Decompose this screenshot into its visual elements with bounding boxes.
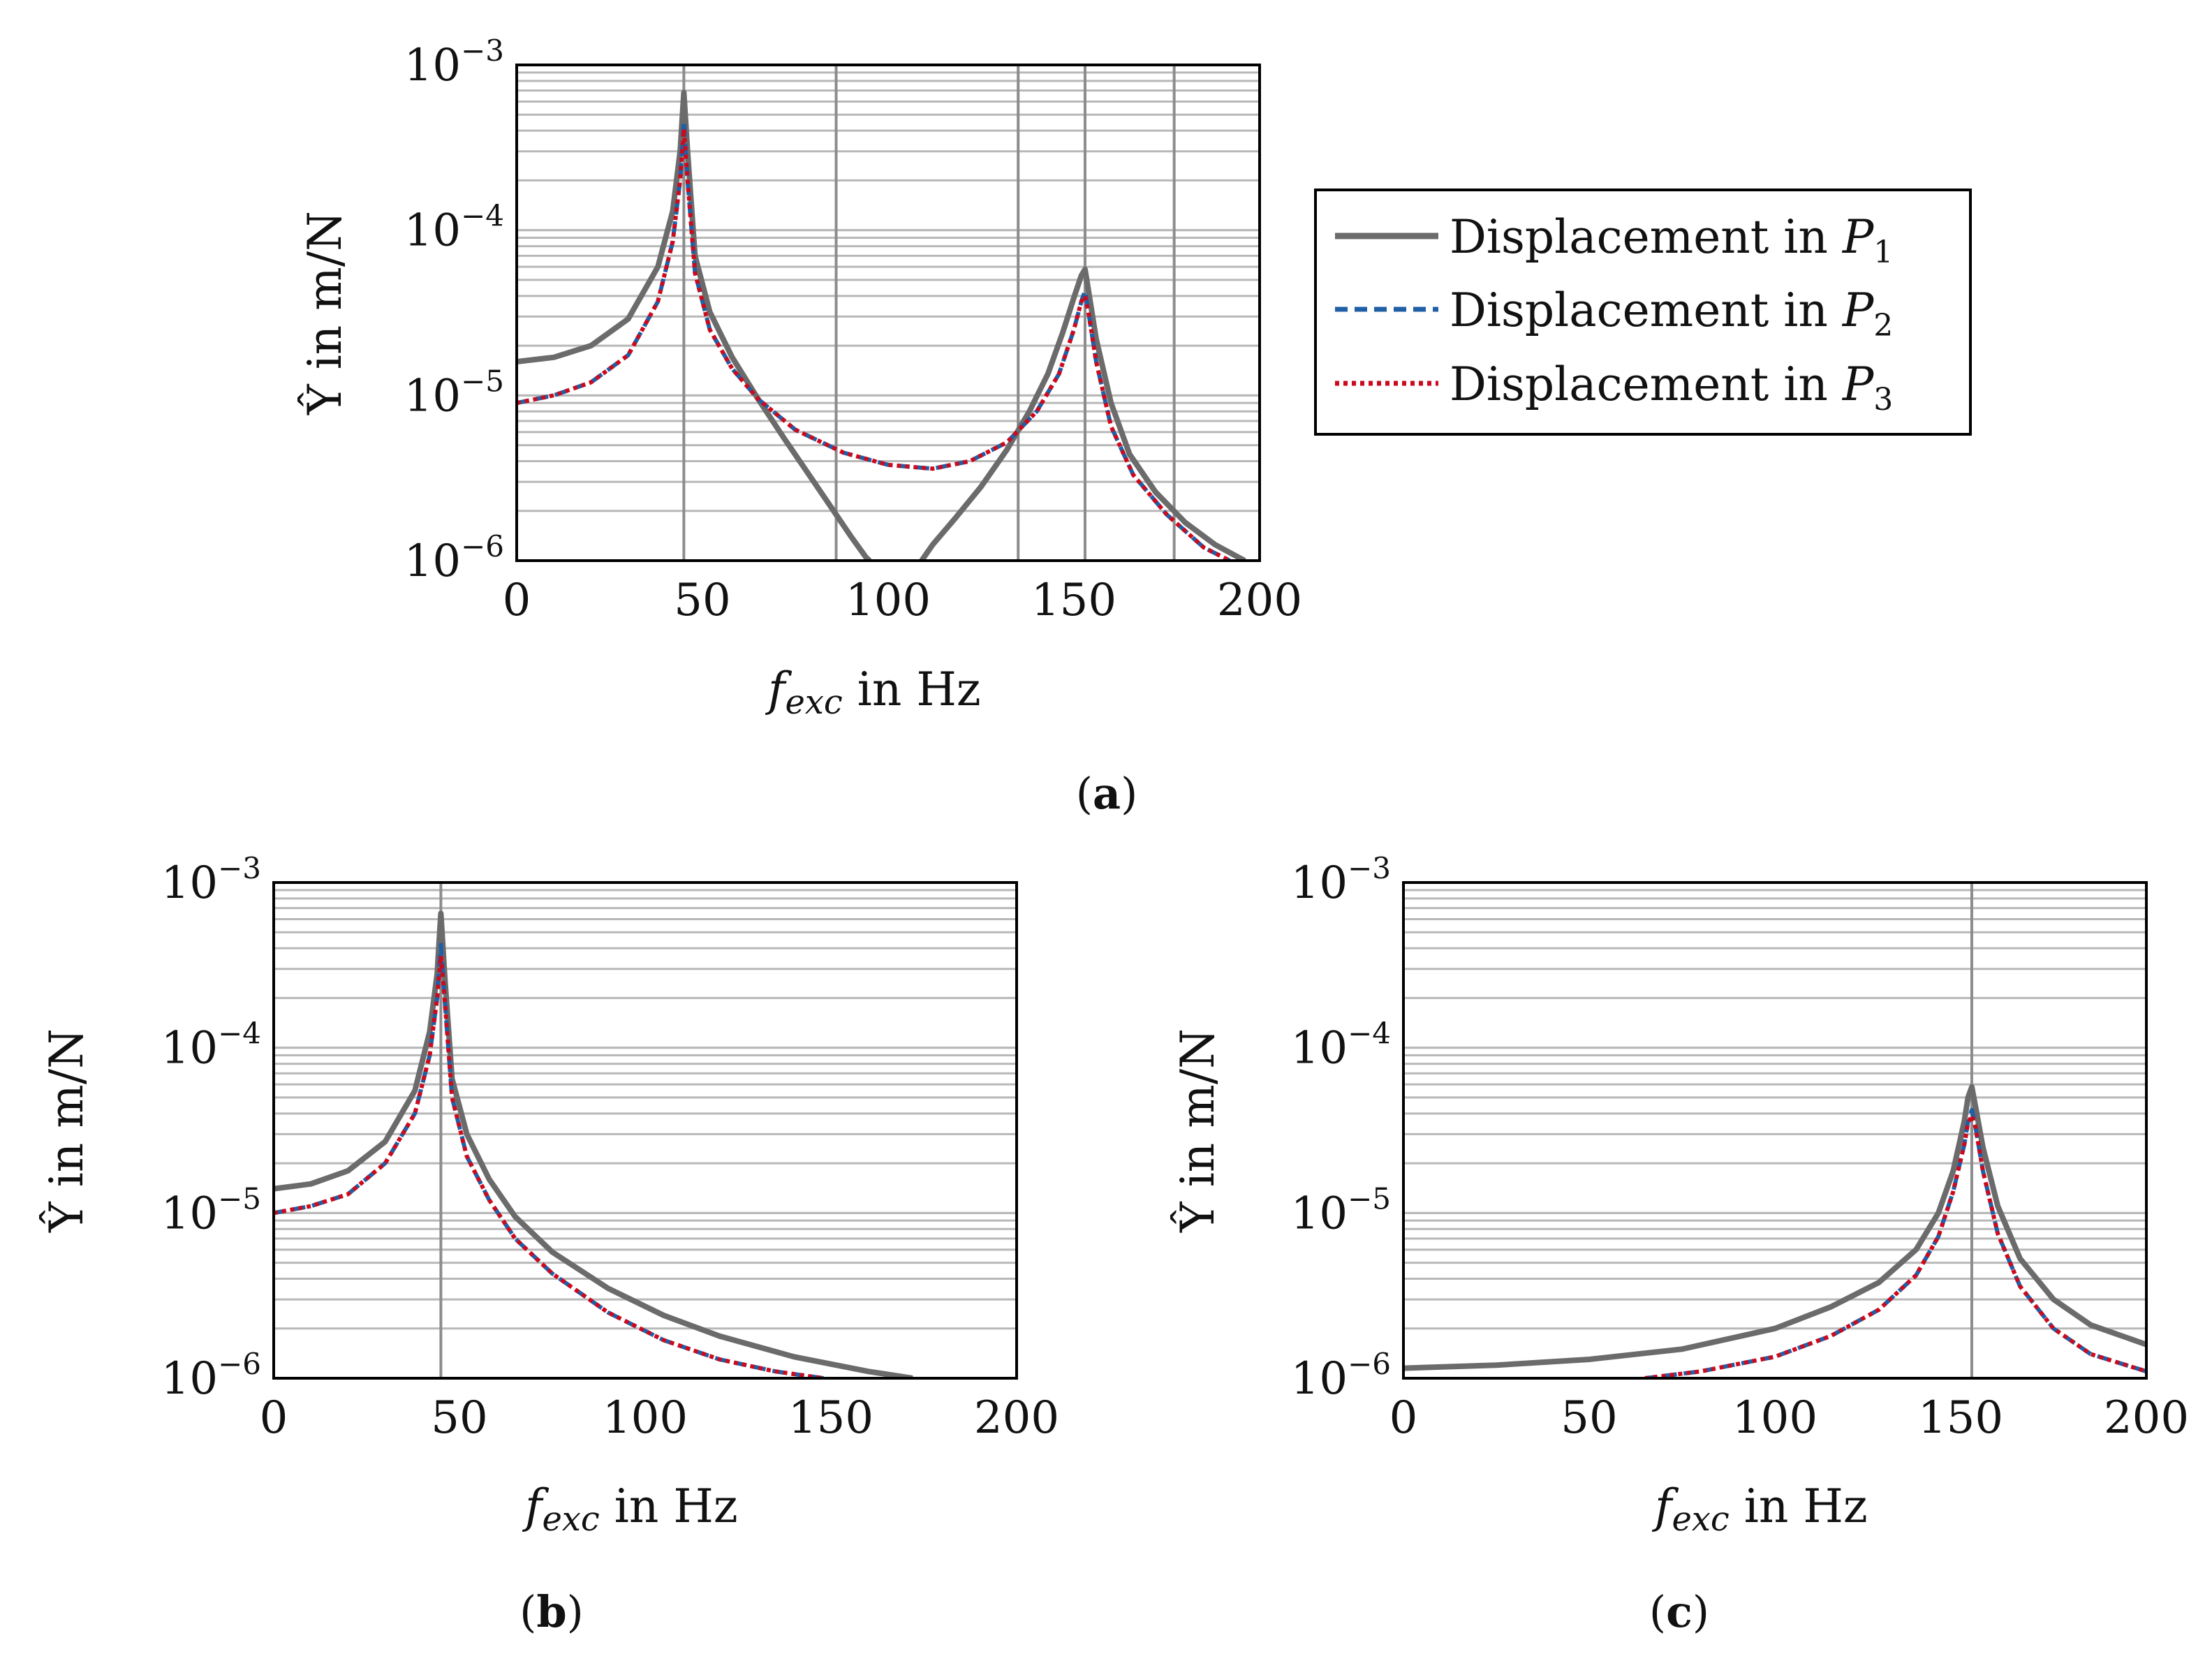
- panel-a-x-tick-label: 150: [1031, 575, 1116, 626]
- panel-a: 10−3 10−4 10−5 10−6 0 50 100 150 200 fexc in Hz…: [298, 34, 1302, 819]
- panel-b-y-tick-label: 10−4: [161, 1017, 261, 1075]
- panel-a-x-tick-label: 100: [846, 575, 931, 626]
- panel-c-series: [1403, 1084, 2146, 1378]
- panel-b-x-tick-label: 100: [603, 1392, 688, 1444]
- panel-b-y-tick-label: 10−3: [161, 851, 261, 909]
- panel-b-y-ticks: 10−3 10−4 10−5 10−6: [161, 851, 261, 1405]
- panel-b-y-tick-label: 10−6: [161, 1347, 261, 1405]
- panel-b-y-tick-label: 10−5: [161, 1181, 261, 1239]
- panel-b: 10−3 10−4 10−5 10−6 0 50 100 150 200 fexc in Hz…: [40, 851, 1059, 1637]
- panel-a-series-line: [517, 118, 1231, 561]
- panel-c-y-tick-label: 10−4: [1291, 1017, 1391, 1075]
- panel-c-x-axis-label: fexc in Hz: [1651, 1479, 1868, 1539]
- panel-a-series-line: [517, 89, 872, 561]
- panel-b-x-axis-label: fexc in Hz: [522, 1479, 738, 1539]
- panel-b-y-axis-label: Ŷ in m/N: [40, 1028, 94, 1233]
- panel-b-frame: [272, 881, 1018, 1380]
- panel-c-x-tick-label: 0: [1389, 1392, 1418, 1444]
- panel-a-reference-lines: [682, 65, 1176, 561]
- panel-c-x-tick-label: 100: [1732, 1392, 1817, 1444]
- panel-a-x-axis-label: fexc in Hz: [765, 663, 981, 722]
- panel-c-series-line: [1644, 1113, 2146, 1378]
- panel-c-x-tick-label: 150: [1918, 1392, 2003, 1444]
- panel-b-x-ticks: 0 50 100 150 200: [260, 1392, 1059, 1444]
- panel-b-series-line: [274, 910, 913, 1378]
- panel-a-y-axis-label: Ŷ in m/N: [298, 211, 352, 415]
- panel-c-y-axis-label: Ŷ in m/N: [1171, 1028, 1225, 1233]
- panel-a-y-ticks: 10−3 10−4 10−5 10−6: [404, 34, 504, 587]
- panel-a-y-tick-label: 10−5: [404, 364, 504, 422]
- panel-c-x-tick-label: 50: [1561, 1392, 1617, 1444]
- legend-entry-p3: Displacement in P3: [1335, 357, 1893, 418]
- panel-c-y-tick-label: 10−5: [1291, 1181, 1391, 1239]
- legend-box: [1314, 189, 1972, 436]
- panel-c-grid: [1403, 881, 2146, 1380]
- panel-c-y-tick-label: 10−3: [1291, 851, 1391, 909]
- panel-c-series-line: [1403, 1084, 2146, 1371]
- legend-label-p3: Displacement in P3: [1450, 357, 1893, 418]
- panel-b-x-tick-label: 50: [431, 1392, 487, 1444]
- panel-a-x-ticks: 0 50 100 150 200: [503, 575, 1302, 626]
- panel-c: 10−3 10−4 10−5 10−6 0 50 100 150 200 fexc in Hz…: [1171, 851, 2189, 1637]
- legend-label-p1: Displacement in P1: [1450, 210, 1893, 270]
- panel-a-caption: (a): [1076, 768, 1138, 819]
- panel-c-y-ticks: 10−3 10−4 10−5 10−6: [1291, 851, 1391, 1405]
- panel-b-series-line: [274, 954, 824, 1378]
- legend-entry-p2: Displacement in P2: [1335, 283, 1893, 344]
- panel-a-x-tick-label: 50: [674, 575, 730, 626]
- panel-b-x-tick-label: 0: [260, 1392, 288, 1444]
- panel-a-series-line: [919, 266, 1246, 561]
- panel-a-y-tick-label: 10−4: [404, 199, 504, 257]
- legend-label-p2: Displacement in P2: [1450, 283, 1893, 344]
- panel-a-series-line: [517, 126, 1231, 561]
- panel-a-y-tick-label: 10−3: [404, 34, 504, 91]
- panel-c-caption: (c): [1649, 1586, 1709, 1637]
- panel-a-y-tick-label: 10−6: [404, 529, 504, 587]
- panel-a-frame: [515, 64, 1261, 562]
- panel-b-caption: (b): [519, 1586, 584, 1637]
- panel-c-y-tick-label: 10−6: [1291, 1347, 1391, 1405]
- panel-b-series: [274, 910, 913, 1378]
- panel-c-x-ticks: 0 50 100 150 200: [1389, 1392, 2189, 1444]
- panel-a-x-tick-label: 0: [503, 575, 531, 626]
- panel-b-x-tick-label: 200: [974, 1392, 1059, 1444]
- panel-c-x-tick-label: 200: [2104, 1392, 2189, 1444]
- panel-a-series: [517, 89, 1246, 561]
- panel-a-grid: [517, 64, 1260, 562]
- panel-b-grid: [274, 881, 1017, 1380]
- panel-c-frame: [1402, 881, 2148, 1380]
- panel-a-x-tick-label: 200: [1217, 575, 1302, 626]
- panel-b-x-tick-label: 150: [788, 1392, 873, 1444]
- legend: Displacement in P1 Displacement in P2 Di…: [1314, 189, 1972, 436]
- legend-entry-p1: Displacement in P1: [1335, 210, 1893, 270]
